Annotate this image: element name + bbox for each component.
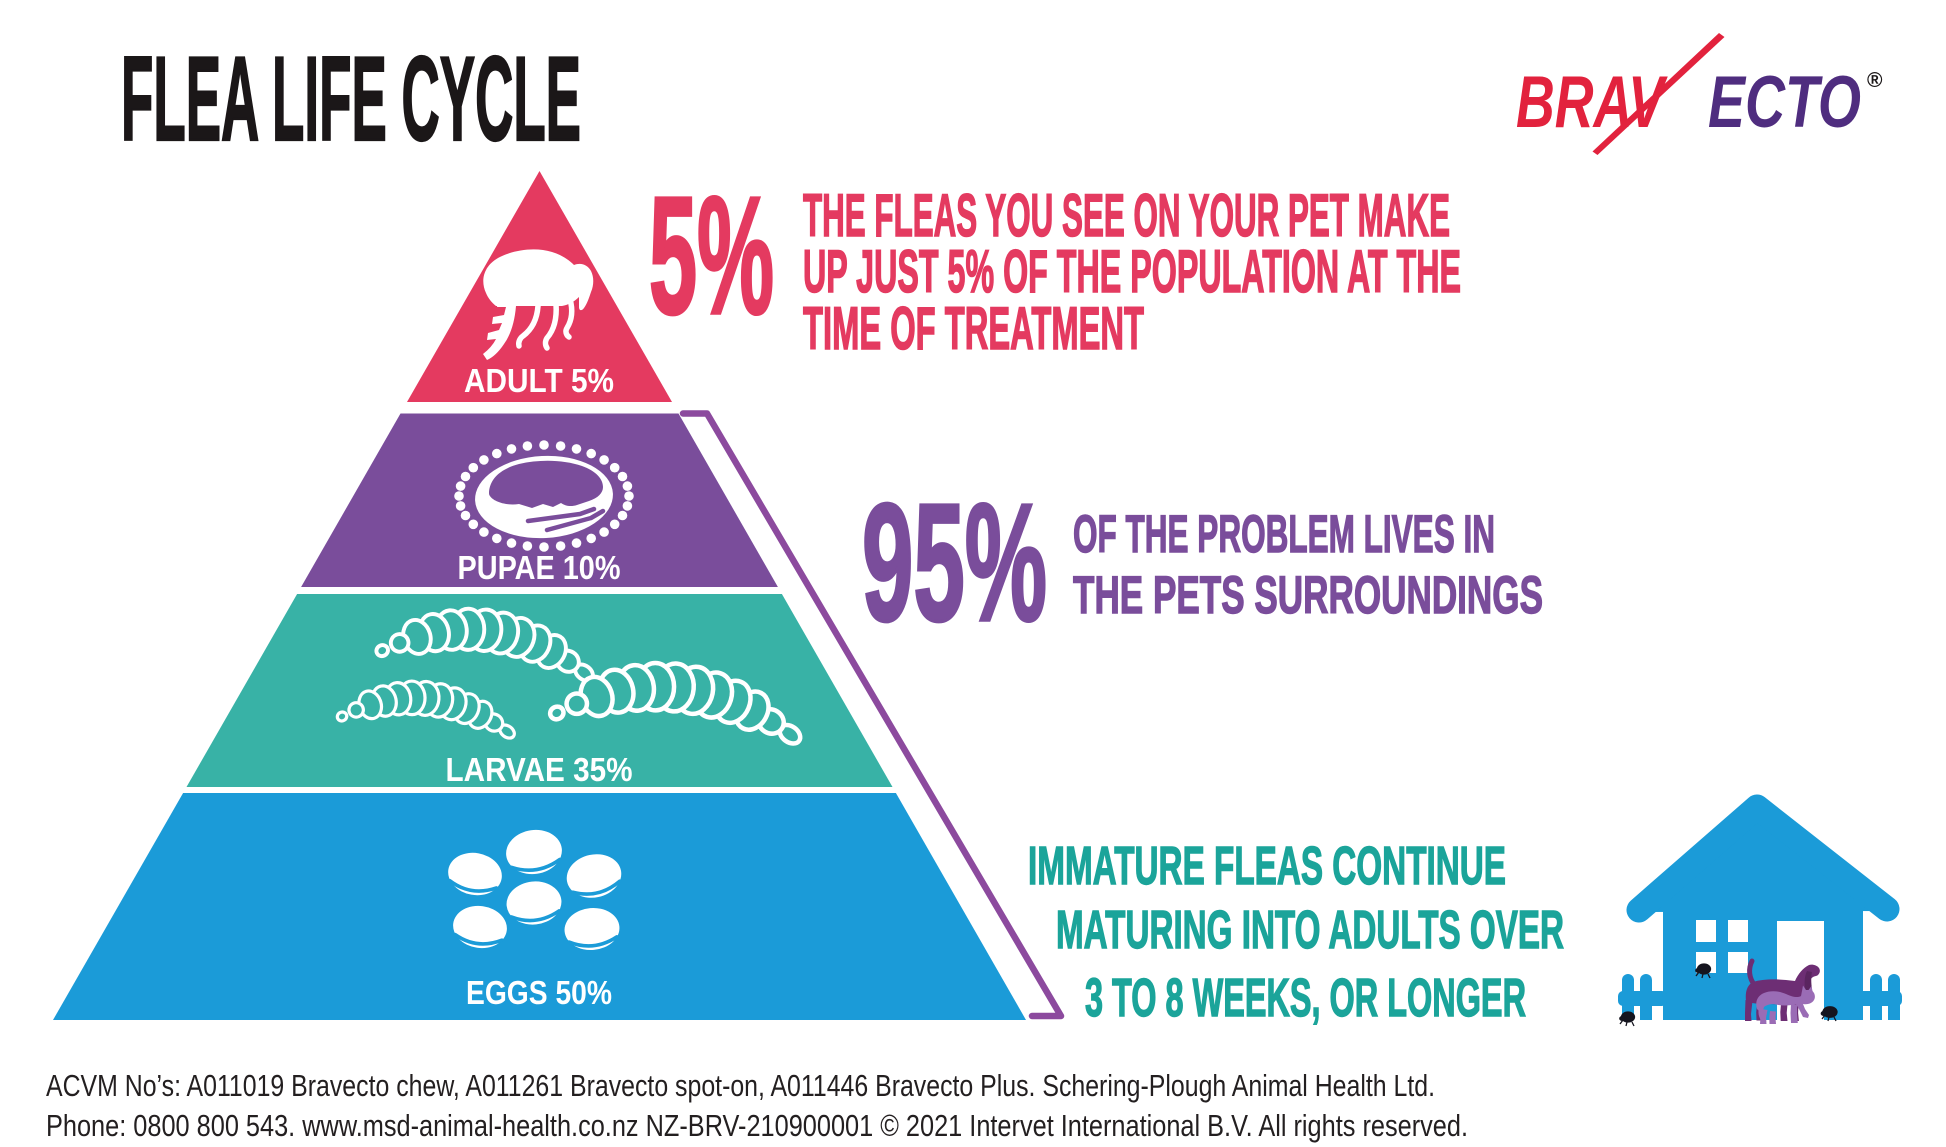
svg-text:Phone: 0800 800 543. www.msd-a: Phone: 0800 800 543. www.msd-animal-heal…: [46, 1108, 1468, 1143]
svg-text:ECTO: ECTO: [1708, 62, 1861, 143]
svg-text:3 TO 8 WEEKS, OR LONGER: 3 TO 8 WEEKS, OR LONGER: [1085, 968, 1526, 1028]
svg-text:OF THE PROBLEM LIVES IN: OF THE PROBLEM LIVES IN: [1073, 505, 1495, 564]
svg-text:LARVAE 35%: LARVAE 35%: [446, 751, 633, 788]
svg-text:BRAV: BRAV: [1516, 62, 1668, 143]
svg-text:EGGS 50%: EGGS 50%: [466, 974, 612, 1011]
svg-text:ACVM No’s: A011019 Bravecto ch: ACVM No’s: A011019 Bravecto chew, A01126…: [46, 1068, 1435, 1103]
svg-text:IMMATURE FLEAS CONTINUE: IMMATURE FLEAS CONTINUE: [1028, 836, 1506, 896]
svg-text:®: ®: [1867, 69, 1883, 92]
svg-text:ADULT 5%: ADULT 5%: [464, 362, 614, 399]
svg-text:PUPAE 10%: PUPAE 10%: [458, 549, 621, 586]
svg-text:TIME OF TREATMENT: TIME OF TREATMENT: [803, 295, 1144, 362]
svg-text:95%: 95%: [862, 470, 1047, 656]
svg-text:THE PETS SURROUNDINGS: THE PETS SURROUNDINGS: [1073, 566, 1543, 625]
svg-text:5%: 5%: [649, 163, 774, 349]
svg-text:MATURING INTO ADULTS OVER: MATURING INTO ADULTS OVER: [1056, 900, 1564, 960]
svg-text:UP JUST 5% OF THE POPULATION A: UP JUST 5% OF THE POPULATION AT THE: [803, 238, 1461, 305]
svg-text:THE FLEAS YOU SEE ON YOUR PET: THE FLEAS YOU SEE ON YOUR PET MAKE: [803, 182, 1450, 249]
svg-text:FLEA LIFE CYCLE: FLEA LIFE CYCLE: [121, 32, 581, 166]
